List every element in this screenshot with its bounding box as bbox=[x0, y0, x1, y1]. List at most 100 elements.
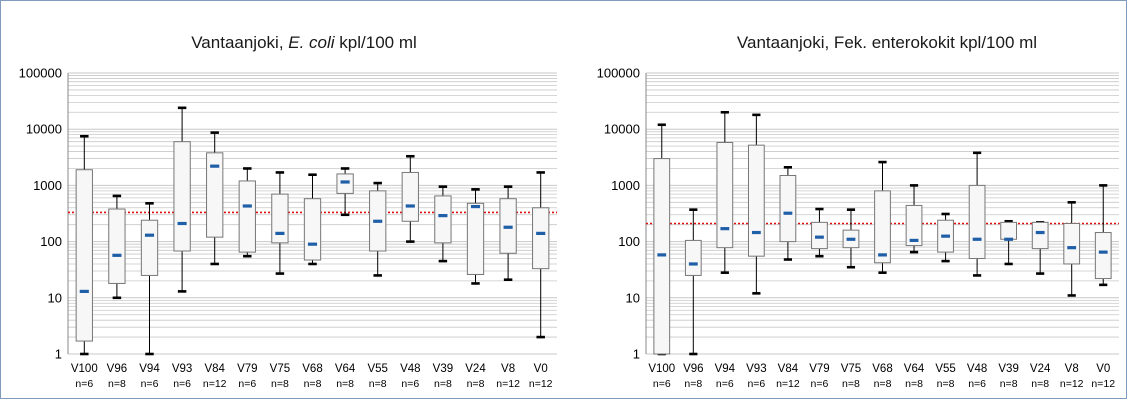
box bbox=[1031, 221, 1049, 250]
x-tick-label: V24 bbox=[1030, 363, 1051, 375]
y-tick-label: 10 bbox=[626, 290, 640, 305]
box bbox=[968, 184, 986, 260]
x-tick-label: V75 bbox=[270, 363, 290, 375]
box bbox=[434, 195, 452, 244]
x-tick-label: V94 bbox=[139, 363, 160, 375]
x-tick-label: V94 bbox=[715, 363, 736, 375]
sample-count-label: n=12 bbox=[496, 378, 520, 390]
box bbox=[747, 144, 765, 257]
box bbox=[466, 202, 485, 275]
x-tick-label: V96 bbox=[107, 363, 127, 375]
box bbox=[779, 175, 797, 243]
y-tick-label: 100 bbox=[40, 234, 62, 249]
y-tick-label: 100000 bbox=[597, 66, 640, 81]
y-tick-label: 1 bbox=[55, 347, 62, 362]
y-tick-label: 10 bbox=[48, 290, 62, 305]
sample-count-label: n=6 bbox=[173, 378, 191, 390]
sample-count-label: n=8 bbox=[369, 378, 387, 390]
y-tick-label: 100 bbox=[618, 234, 640, 249]
x-tick-label: V55 bbox=[935, 363, 955, 375]
x-tick-label: V64 bbox=[904, 363, 925, 375]
sample-count-label: n=12 bbox=[1060, 378, 1084, 390]
plot-area: 1 10 100 1000 10000 100000 V100 n=6 V96 n=8 V94 n=6… bbox=[597, 66, 1119, 390]
sample-count-label: n=6 bbox=[141, 378, 159, 390]
sample-count-label: n=8 bbox=[1000, 378, 1018, 390]
sample-count-label: n=8 bbox=[434, 378, 452, 390]
sample-count-label: n=6 bbox=[238, 378, 256, 390]
box bbox=[271, 193, 289, 244]
box bbox=[75, 169, 93, 342]
y-tick-label: 1000 bbox=[33, 178, 62, 193]
sample-count-label: n=6 bbox=[653, 378, 671, 390]
x-tick-label: V100 bbox=[71, 363, 98, 375]
sample-count-label: n=8 bbox=[684, 378, 702, 390]
box bbox=[905, 204, 923, 247]
box bbox=[716, 141, 734, 249]
sample-count-label: n=6 bbox=[968, 378, 986, 390]
x-tick-label: V79 bbox=[809, 363, 829, 375]
x-tick-label: V48 bbox=[967, 363, 987, 375]
y-tick-label: 10000 bbox=[604, 122, 640, 137]
y-tick-label: 1 bbox=[633, 347, 640, 362]
box bbox=[140, 219, 159, 276]
x-tick-label: V68 bbox=[872, 363, 892, 375]
box bbox=[336, 173, 354, 194]
sample-count-label: n=8 bbox=[336, 378, 354, 390]
sample-count-label: n=6 bbox=[401, 378, 419, 390]
x-tick-label: V8 bbox=[1065, 363, 1079, 375]
y-tick-label: 10000 bbox=[26, 122, 62, 137]
sample-count-label: n=12 bbox=[203, 378, 227, 390]
x-tick-label: V8 bbox=[501, 363, 515, 375]
x-tick-label: V0 bbox=[1096, 363, 1110, 375]
x-tick-label: V84 bbox=[204, 363, 225, 375]
sample-count-label: n=12 bbox=[1091, 378, 1115, 390]
box bbox=[238, 180, 256, 253]
x-tick-label: V39 bbox=[433, 363, 453, 375]
y-tick-label: 1000 bbox=[611, 178, 640, 193]
x-tick-label: V39 bbox=[998, 363, 1018, 375]
sample-count-label: n=8 bbox=[467, 378, 485, 390]
chart-ecoli: Vantaanjoki, E. coli kpl/100 ml 1 10 100 10… bbox=[19, 33, 557, 390]
sample-count-label: n=8 bbox=[905, 378, 923, 390]
sample-count-label: n=8 bbox=[842, 378, 860, 390]
x-tick-label: V100 bbox=[648, 363, 675, 375]
box bbox=[303, 198, 322, 261]
x-tick-label: V55 bbox=[367, 363, 387, 375]
sample-count-label: n=8 bbox=[108, 378, 126, 390]
box bbox=[173, 141, 191, 252]
box bbox=[401, 171, 419, 222]
x-tick-label: V48 bbox=[400, 363, 420, 375]
box bbox=[1094, 232, 1112, 280]
box bbox=[684, 239, 702, 276]
chart-enterococci: Vantaanjoki, Fek. enterokokit kpl/100 ml… bbox=[597, 33, 1119, 390]
box bbox=[108, 208, 126, 284]
x-tick-label: V68 bbox=[302, 363, 322, 375]
box bbox=[811, 221, 828, 250]
x-tick-label: V93 bbox=[746, 363, 766, 375]
box bbox=[1063, 222, 1081, 265]
box bbox=[874, 190, 891, 264]
box bbox=[206, 152, 224, 238]
box bbox=[1000, 221, 1018, 240]
sample-count-label: n=6 bbox=[747, 378, 765, 390]
x-tick-label: V79 bbox=[237, 363, 257, 375]
y-tick-label: 100000 bbox=[19, 66, 62, 81]
plot-area: 1 10 100 1000 10000 100000 V100 n=6 V96 n=8 V94 n=6… bbox=[19, 66, 557, 390]
sample-count-label: n=12 bbox=[529, 378, 553, 390]
x-tick-label: V93 bbox=[172, 363, 192, 375]
chart-title: Vantaanjoki, Fek. enterokokit kpl/100 ml bbox=[737, 33, 1037, 52]
sample-count-label: n=6 bbox=[75, 378, 93, 390]
box bbox=[532, 207, 550, 270]
sample-count-label: n=8 bbox=[874, 378, 892, 390]
sample-count-label: n=8 bbox=[304, 378, 322, 390]
x-tick-label: V84 bbox=[778, 363, 799, 375]
x-tick-label: V64 bbox=[335, 363, 356, 375]
sample-count-label: n=12 bbox=[776, 378, 800, 390]
x-tick-label: V96 bbox=[683, 363, 703, 375]
x-tick-label: V0 bbox=[534, 363, 548, 375]
sample-count-label: n=8 bbox=[937, 378, 955, 390]
sample-count-label: n=8 bbox=[1031, 378, 1049, 390]
sample-count-label: n=6 bbox=[716, 378, 734, 390]
x-tick-label: V75 bbox=[841, 363, 861, 375]
sample-count-label: n=6 bbox=[811, 378, 829, 390]
